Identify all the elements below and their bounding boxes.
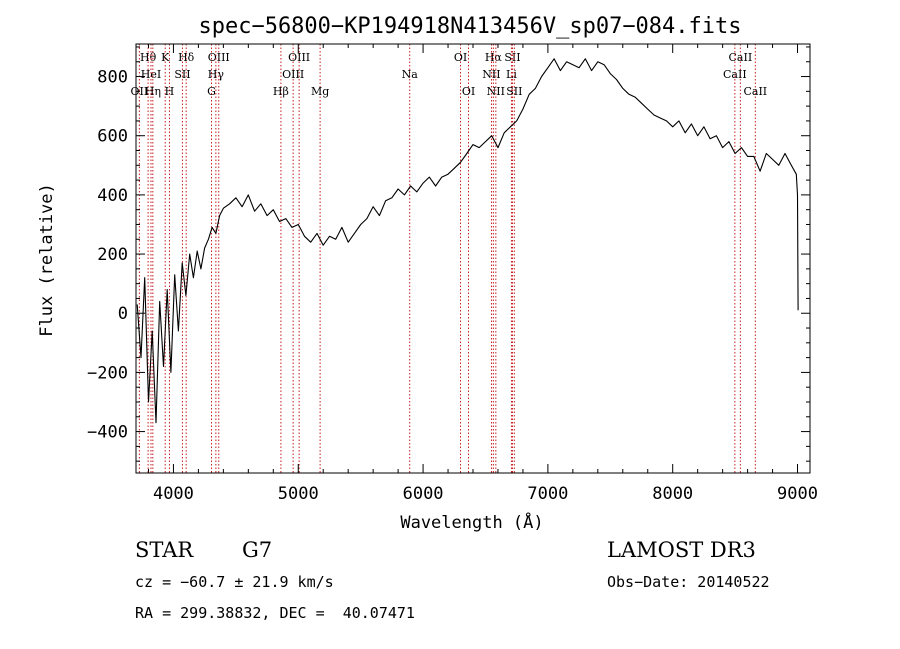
x-axis-label: Wavelength (Å): [400, 511, 543, 533]
x-tick-label: 9000: [777, 484, 818, 504]
y-tick-label: −200: [87, 363, 128, 383]
line-label: Hδ: [178, 51, 195, 64]
coordinates: RA = 299.38832, DEC = 40.07471: [135, 604, 415, 622]
line-label: Na: [402, 68, 419, 81]
line-label: OI: [454, 51, 467, 64]
y-tick-label: 600: [97, 127, 128, 147]
observation-date: Obs−Date: 20140522: [607, 573, 770, 591]
y-tick-label: −400: [87, 423, 128, 443]
line-label: NII: [487, 85, 505, 98]
line-label: OIII: [288, 51, 310, 64]
line-label: SII: [174, 68, 190, 81]
line-label: OIII: [282, 68, 304, 81]
y-tick-label: 200: [97, 245, 128, 265]
line-label: HeI: [141, 68, 161, 81]
line-label: K: [161, 51, 170, 64]
redshift-velocity: cz = −60.7 ± 21.9 km/s: [135, 573, 334, 591]
survey-name: LAMOST DR3: [607, 538, 756, 562]
line-label: Hθ: [140, 51, 157, 64]
y-tick-label: 800: [97, 68, 128, 88]
y-tick-label: 0: [118, 304, 128, 324]
y-tick-label: 400: [97, 186, 128, 206]
line-label: G: [207, 85, 216, 98]
line-label: Li: [506, 68, 517, 81]
line-label: OIII: [208, 51, 230, 64]
line-label: SII: [504, 51, 520, 64]
line-label: CaII: [729, 51, 753, 64]
line-label: Hα: [485, 51, 503, 64]
line-label: OI: [462, 85, 475, 98]
line-label: H: [165, 85, 175, 98]
line-label: SII: [506, 85, 522, 98]
x-tick-label: 4000: [153, 484, 194, 504]
x-tick-label: 8000: [652, 484, 693, 504]
object-class: STAR: [135, 538, 194, 562]
y-axis-label: Flux (relative): [37, 183, 57, 337]
plot-frame: [135, 43, 811, 474]
line-label: Hβ: [273, 85, 289, 98]
line-label: Mg: [311, 85, 329, 98]
x-tick-label: 6000: [403, 484, 444, 504]
chart-title: spec−56800−KP194918N413456V_sp07−084.fit…: [198, 14, 741, 39]
object-subclass: G7: [242, 538, 273, 562]
spectrum-layer: [136, 58, 799, 424]
axes: 4000 5000 6000 7000 8000 9000 −400 −200 0 200 400 6…: [87, 43, 818, 504]
line-label: CaII: [743, 85, 767, 98]
x-tick-label: 7000: [527, 484, 568, 504]
spectrum-line: [136, 58, 799, 424]
line-label: NII: [482, 68, 500, 81]
x-tick-label: 5000: [278, 484, 319, 504]
line-label: Hγ: [208, 68, 225, 81]
line-label: CaII: [723, 68, 747, 81]
line-label: Hη: [145, 85, 161, 98]
